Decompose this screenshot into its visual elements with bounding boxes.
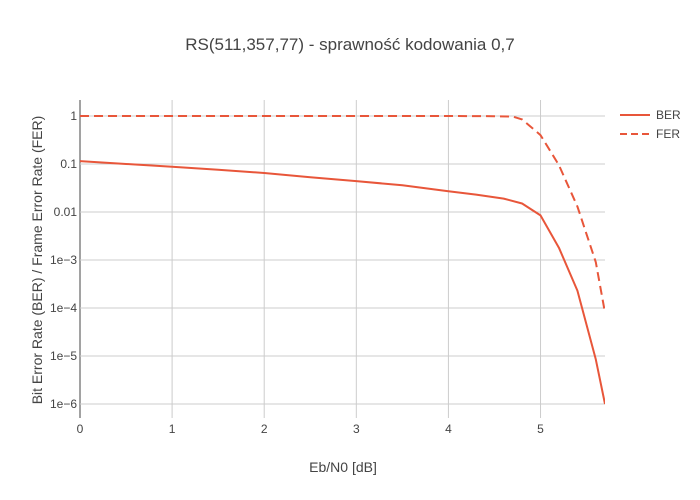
y-tick-label: 1e−4 [50, 301, 77, 315]
axis-ticks: 0 1 2 3 4 5 1e−6 1e−5 1e−4 1e−3 0.01 0.1 1 [50, 109, 544, 436]
y-tick-label: 0.1 [60, 157, 77, 171]
y-axis-label: Bit Error Rate (BER) / Frame Error Rate … [29, 116, 45, 405]
y-tick-label: 1e−3 [50, 253, 77, 267]
legend: BER FER [620, 108, 681, 141]
legend-label-ber: BER [656, 108, 681, 122]
series-line-fer [80, 115, 605, 313]
legend-label-fer: FER [656, 127, 680, 141]
x-tick-label: 5 [537, 422, 544, 436]
chart-title: RS(511,357,77) - sprawność kodowania 0,7 [185, 35, 514, 54]
y-tick-label: 0.01 [54, 205, 78, 219]
grid [79, 100, 605, 418]
plot-area [80, 115, 605, 405]
x-tick-label: 1 [169, 422, 176, 436]
series-line-ber [80, 160, 605, 405]
y-tick-label: 1e−5 [50, 349, 77, 363]
x-tick-label: 3 [353, 422, 360, 436]
x-tick-label: 2 [261, 422, 268, 436]
x-tick-label: 0 [77, 422, 84, 436]
x-axis-label: Eb/N0 [dB] [309, 459, 377, 475]
x-tick-label: 4 [445, 422, 452, 436]
y-tick-label: 1e−6 [50, 397, 77, 411]
y-tick-label: 1 [70, 109, 77, 123]
